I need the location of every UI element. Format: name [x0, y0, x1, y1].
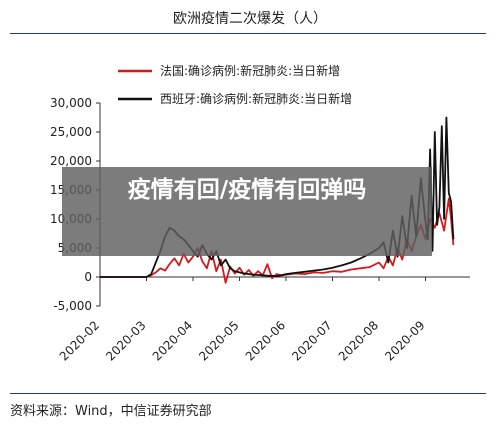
legend-label: 法国:确诊病例:新冠肺炎:当日新增	[160, 63, 340, 78]
overlay-title: 疫情有回/疫情有回弹吗	[127, 177, 367, 203]
source-note: 资料来源：Wind，中信证券研究部	[10, 404, 212, 419]
x-tick-label: 2020-02	[57, 318, 102, 363]
x-tick-label: 2020-08	[336, 318, 381, 363]
y-tick-label: 0	[84, 270, 92, 284]
y-tick-label: 20,000	[50, 154, 92, 168]
x-tick-label: 2020-03	[103, 318, 148, 363]
x-tick-label: 2020-05	[196, 318, 241, 363]
x-tick-label: 2020-04	[150, 318, 195, 363]
x-tick-label: 2020-06	[243, 318, 288, 363]
chart-title: 欧洲疫情二次爆发（人）	[173, 11, 327, 27]
x-tick-label: 2020-09	[382, 318, 427, 363]
top-rule	[10, 33, 486, 34]
y-tick-label: 25,000	[50, 125, 92, 139]
y-tick-label: 30,000	[50, 96, 92, 110]
x-tick-label: 2020-07	[289, 318, 334, 363]
y-tick-label: -5,000	[53, 299, 92, 313]
legend-label: 西班牙:确诊病例:新冠肺炎:当日新增	[160, 91, 352, 106]
bottom-rule	[10, 393, 486, 394]
watermark-overlay: 疫情有回/疫情有回弹吗	[62, 167, 432, 256]
